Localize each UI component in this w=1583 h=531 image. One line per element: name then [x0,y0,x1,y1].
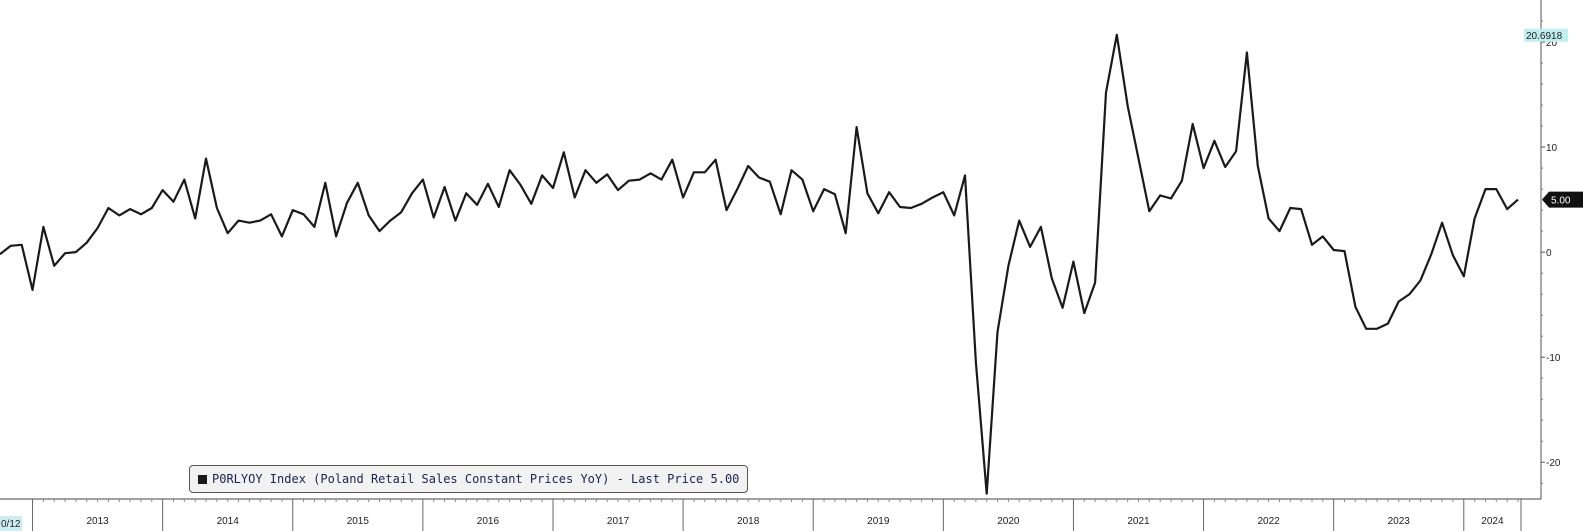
x-tick-label: 2015 [347,516,370,527]
y-tick-label: 20 [1546,38,1558,49]
x-tick-label: 2018 [737,516,760,527]
left-edge-label-bg [0,516,22,531]
max-value-text: 20.6918 [1526,31,1563,42]
max-value-bg [1524,28,1568,42]
value-labels: 0/12 20.6918 5.00 [0,28,1583,531]
series-line [0,33,1519,495]
x-tick-label: 2020 [997,516,1020,527]
legend-swatch [198,474,207,484]
last-value-label: 5.00 [1542,191,1583,208]
left-edge-label: 0/12 [0,516,22,531]
x-tick-label: 2014 [217,516,240,527]
y-tick-label: -20 [1546,458,1561,469]
x-tick-label: 2024 [1481,516,1504,527]
x-tick-label: 2023 [1388,516,1411,527]
left-edge-label-text: 0/12 [1,519,21,530]
last-value-bg [1542,191,1583,208]
y-tick-label: 10 [1546,143,1558,154]
y-tick-label: 0 [1546,248,1552,259]
x-tick-label: 2017 [607,516,630,527]
x-tick-label: 2013 [86,516,109,527]
max-value-label: 20.6918 [1524,28,1568,42]
x-tick-label: 2016 [477,516,500,527]
legend: P0RLYOY Index (Poland Retail Sales Const… [189,465,749,493]
x-tick-label: 2019 [867,516,890,527]
legend-text: P0RLYOY Index (Poland Retail Sales Const… [212,472,740,486]
x-tick-label: 2022 [1257,516,1280,527]
y-tick-label: -10 [1546,353,1561,364]
x-tick-label: 2021 [1127,516,1150,527]
last-value-text: 5.00 [1551,196,1571,207]
